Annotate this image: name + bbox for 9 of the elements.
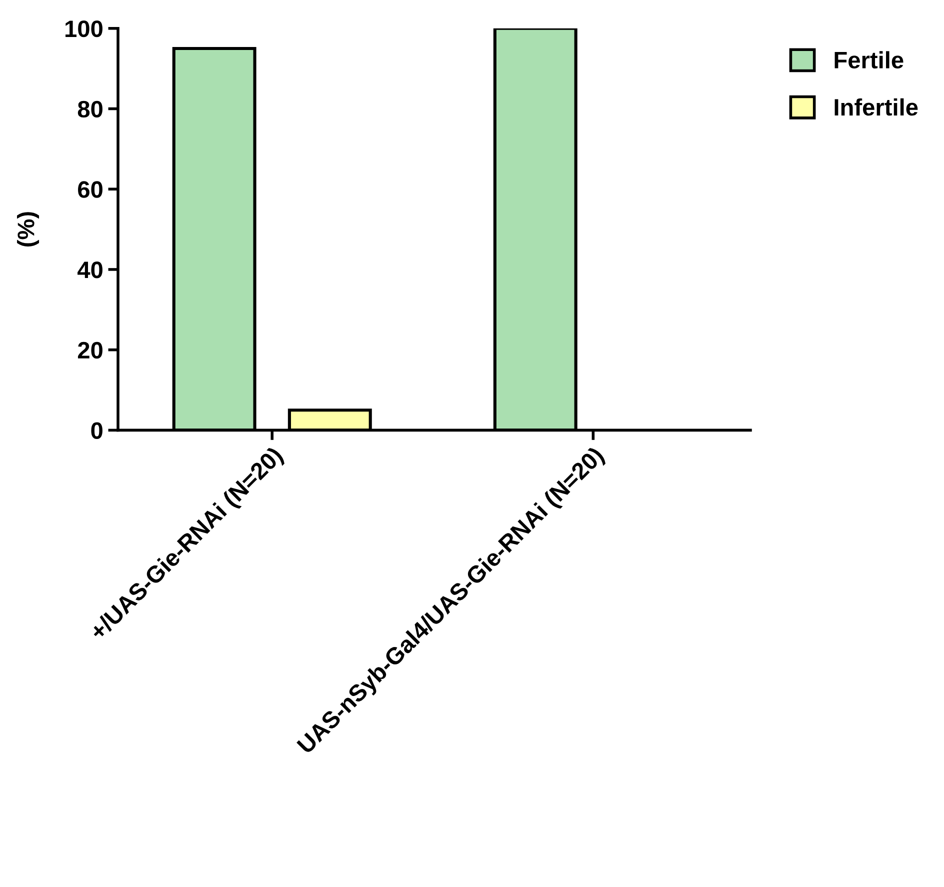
y-axis-title: (%) — [17, 212, 40, 246]
y-tick-label: 40 — [78, 262, 102, 278]
legend-label: Fertile — [834, 51, 904, 69]
y-tick-label: 20 — [78, 342, 102, 359]
y-tick-label: 100 — [66, 20, 102, 38]
y-tick-label: 60 — [78, 181, 102, 198]
legend-label: Infertile — [834, 98, 918, 116]
y-tick-label: 0 — [91, 422, 102, 439]
y-tick-label: 80 — [78, 100, 102, 118]
